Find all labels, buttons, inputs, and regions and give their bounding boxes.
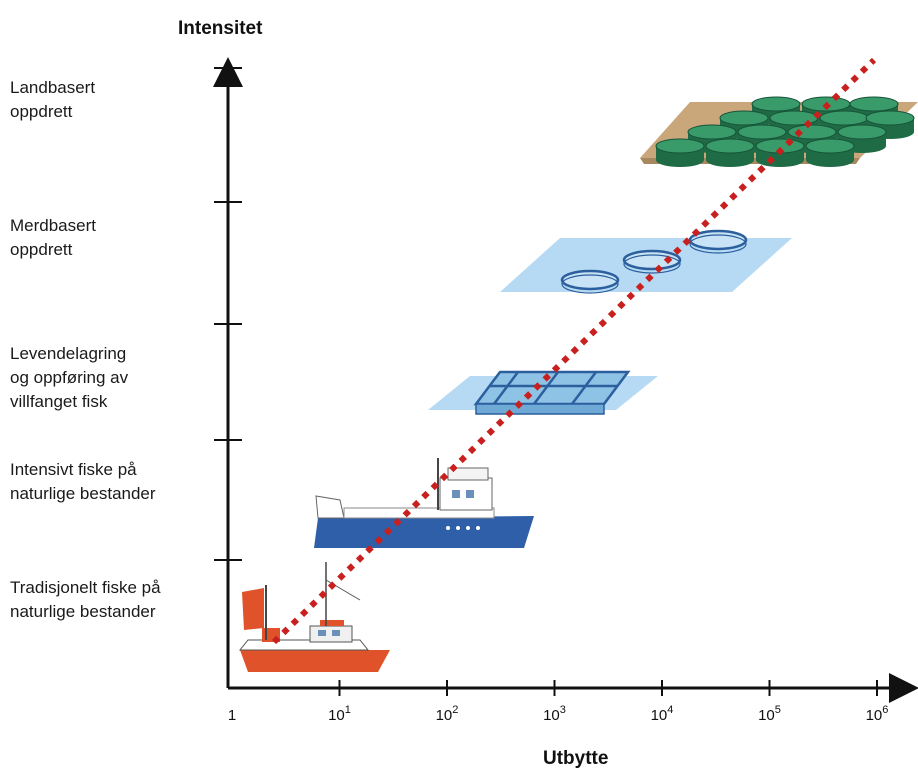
tank [805,138,855,167]
x-tick-label: 102 [436,704,459,724]
x-tick-label: 1 [228,707,236,724]
x-tick-label: 101 [328,704,351,724]
x-axis-title: Utbytte [543,748,609,769]
trend-line [271,57,877,645]
x-tick-label: 104 [651,704,674,724]
x-tick-label: 106 [866,704,889,724]
x-axis-ticks: 1 101 102 103 104 105 106 [228,680,889,724]
x-tick-label: 103 [543,704,566,724]
holding-pen-icon [428,370,658,415]
tank [705,138,755,167]
fishing-boat-icon [238,562,390,672]
tank-farm-icon [640,96,918,167]
x-tick-label: 105 [758,704,781,724]
level-label-land-based: Landbasert oppdrett [10,78,96,121]
y-axis-title: Intensitet [178,18,263,39]
tank [655,138,705,167]
level-label-live-storage: Levendelagring og oppføring av villfange… [10,344,129,411]
y-axis-ticks [214,67,242,561]
level-label-traditional-fishing: Tradisjonelt fiske på naturlige bestande… [10,578,161,621]
level-label-cage-based: Merdbasert oppdrett [10,216,96,259]
level-label-intensive-fishing: Intensivt fiske på naturlige bestander [10,460,156,503]
net-pen-icon [500,229,792,294]
trawler-icon [314,458,534,548]
